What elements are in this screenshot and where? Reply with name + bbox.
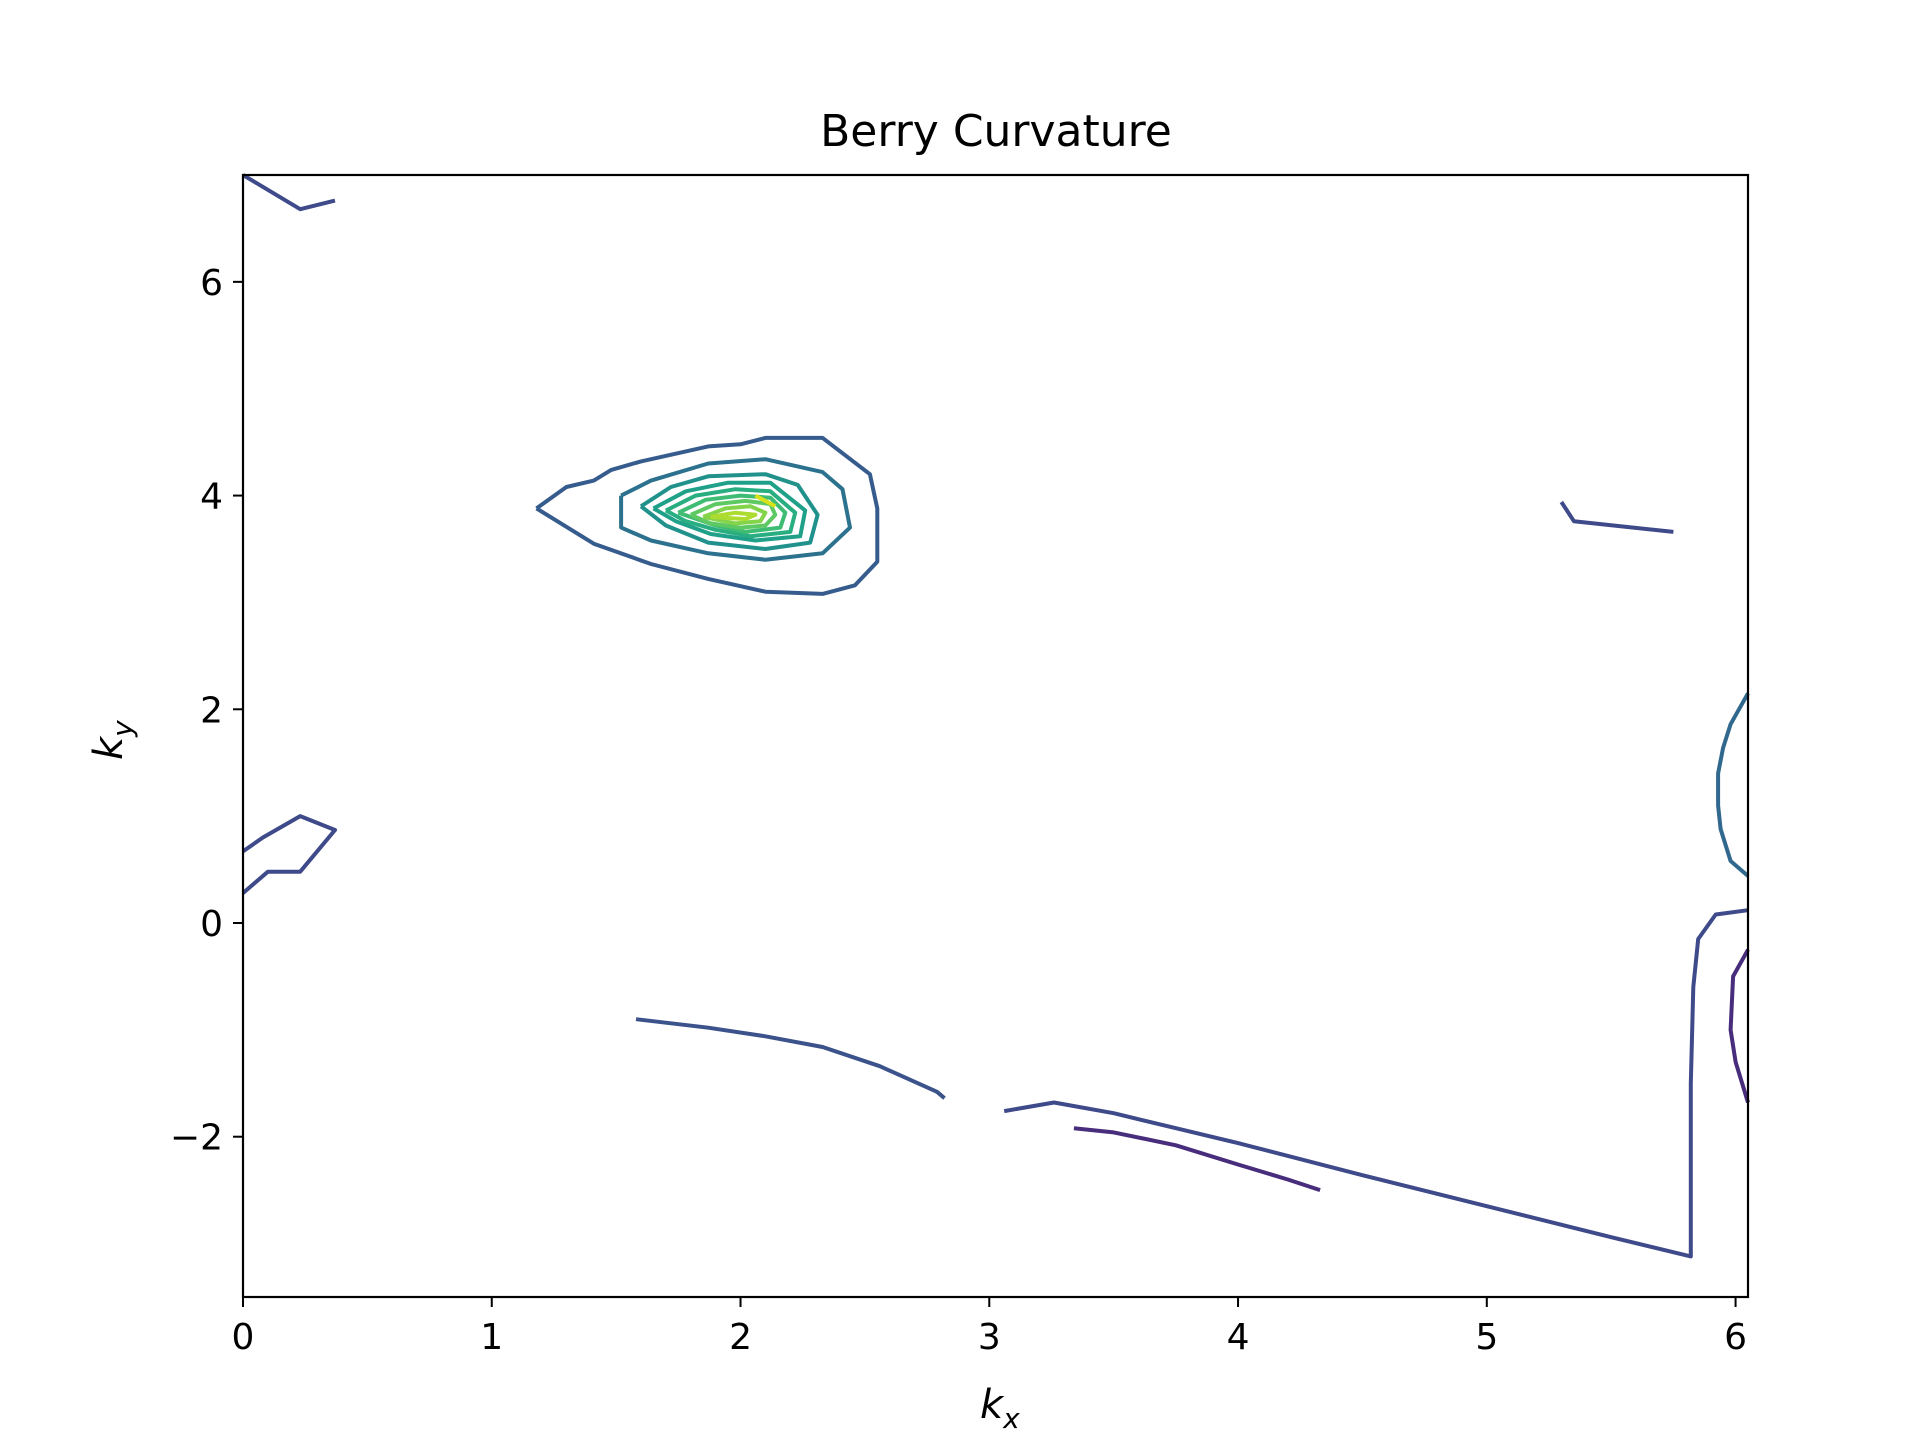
x-tick-label: 4 [1227, 1317, 1250, 1358]
x-tick-label: 0 [232, 1317, 255, 1358]
x-tick-label: 5 [1475, 1317, 1498, 1358]
y-tick-label: 6 [200, 263, 223, 304]
plot-frame [241, 173, 1750, 1299]
y-axis-label-base: k [86, 735, 132, 760]
y-tick-label: 0 [200, 904, 223, 945]
contour-layer [241, 173, 1750, 1259]
x-tick-label: 1 [480, 1317, 503, 1358]
contour-line [702, 504, 768, 526]
contour-line [1728, 948, 1750, 1104]
contour-line [635, 1017, 946, 1100]
contour-line [710, 510, 758, 522]
chart-title: Berry Curvature [820, 106, 1172, 157]
contour-line [754, 493, 777, 509]
contour-line [1559, 500, 1674, 534]
contour-line [652, 480, 808, 543]
contour-line [1716, 692, 1750, 878]
x-axis-label: kx [980, 1382, 1020, 1435]
y-axis-label: ky [86, 720, 139, 760]
contour-line [639, 472, 820, 551]
x-axis-label-sub: x [1002, 1402, 1020, 1435]
contour-line [1003, 908, 1749, 1259]
contour-line [690, 498, 778, 530]
contour-line [664, 487, 798, 539]
y-axis-label-sub: y [106, 720, 139, 738]
x-tick-label: 2 [729, 1317, 752, 1358]
contour-line [619, 457, 852, 562]
contour-line [677, 493, 788, 534]
y-axis: −2 0 2 4 6 [170, 263, 243, 1159]
contour-line [241, 173, 336, 212]
contour-line [241, 814, 337, 895]
x-axis: 0 1 2 3 4 5 6 [232, 1297, 1747, 1358]
contour-line [535, 435, 880, 596]
contour-line [1073, 1126, 1321, 1193]
x-tick-label: 3 [978, 1317, 1001, 1358]
y-tick-label: −2 [170, 1118, 223, 1159]
x-tick-label: 6 [1724, 1317, 1747, 1358]
y-tick-label: 2 [200, 690, 223, 731]
y-tick-label: 4 [200, 477, 223, 518]
x-axis-label-base: k [980, 1382, 1005, 1428]
